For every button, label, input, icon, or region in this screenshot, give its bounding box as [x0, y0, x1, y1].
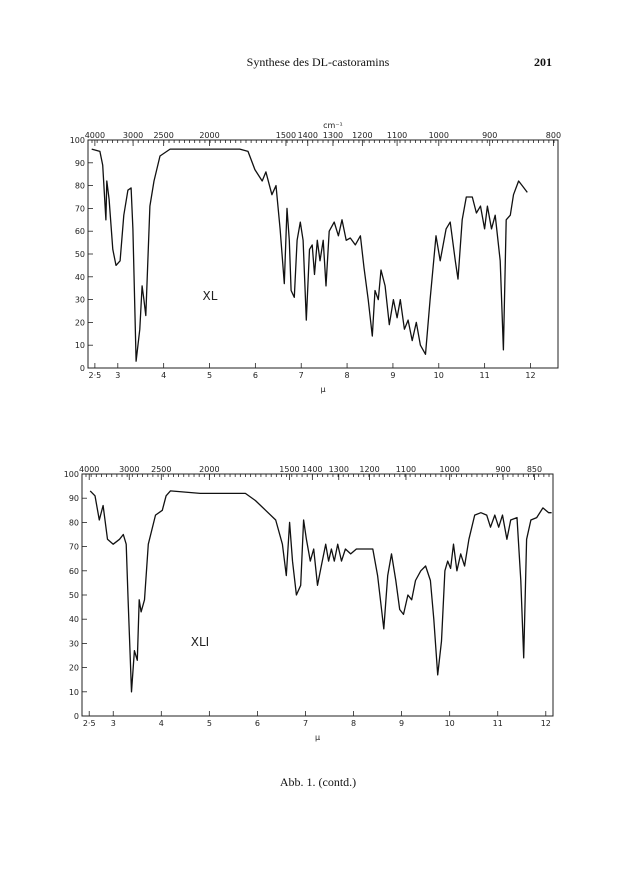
x2-tick-label: 1400 — [302, 465, 322, 474]
x-tick-label: 8 — [345, 371, 350, 380]
x-tick-label: 2·5 — [89, 371, 102, 380]
x-tick-label: 9 — [390, 371, 395, 380]
y-tick-label: 20 — [75, 318, 85, 327]
x-tick-label: 8 — [351, 719, 356, 728]
x2-tick-label: 1300 — [329, 465, 349, 474]
x-tick-label: 12 — [541, 719, 551, 728]
x2-tick-label: 2500 — [151, 465, 171, 474]
x2-tick-label: 3000 — [119, 465, 139, 474]
x-tick-label: 7 — [303, 719, 308, 728]
y-tick-label: 20 — [69, 664, 79, 673]
y-tick-label: 40 — [75, 273, 85, 282]
x2-tick-label: 1500 — [276, 131, 296, 140]
x2-tick-label: 1000 — [439, 465, 459, 474]
y-tick-label: 50 — [69, 591, 79, 600]
x-tick-label: 11 — [480, 371, 490, 380]
y-tick-label: 90 — [69, 494, 79, 503]
x-tick-label: 7 — [299, 371, 304, 380]
y-tick-label: 10 — [69, 688, 79, 697]
x2-tick-label: 1400 — [298, 131, 318, 140]
spectrum-line — [89, 490, 552, 693]
x2-tick-label: 4000 — [85, 131, 105, 140]
x2-tick-label: 900 — [482, 131, 497, 140]
x2-tick-label: 1200 — [359, 465, 379, 474]
x2-tick-label: 1500 — [279, 465, 299, 474]
y-tick-label: 80 — [75, 182, 85, 191]
y-tick-label: 10 — [75, 341, 85, 350]
y-tick-label: 30 — [69, 639, 79, 648]
y-tick-label: 100 — [70, 136, 85, 145]
x2-tick-label: 2500 — [153, 131, 173, 140]
y-tick-label: 40 — [69, 615, 79, 624]
y-tick-label: 60 — [75, 227, 85, 236]
x-tick-label: 4 — [159, 719, 164, 728]
x-tick-label: 10 — [434, 371, 444, 380]
x-tick-label: 12 — [525, 371, 535, 380]
x-axis-label: μ — [315, 733, 320, 742]
y-tick-label: 100 — [64, 470, 79, 479]
x2-tick-label: 1100 — [387, 131, 407, 140]
running-title: Synthese des DL-castoramins — [247, 55, 390, 69]
spectrum-line — [91, 148, 528, 362]
plot-frame — [81, 473, 554, 717]
x-tick-label: 9 — [399, 719, 404, 728]
y-tick-label: 70 — [75, 204, 85, 213]
x2-tick-label: 1000 — [429, 131, 449, 140]
x-tick-label: 3 — [111, 719, 116, 728]
x2-tick-label: 900 — [495, 465, 510, 474]
x-tick-label: 6 — [253, 371, 258, 380]
y-tick-label: 80 — [69, 518, 79, 527]
x2-tick-label: 2000 — [199, 131, 219, 140]
plot-frame — [87, 139, 559, 369]
y-tick-label: 70 — [69, 543, 79, 552]
x-tick-label: 5 — [207, 371, 212, 380]
y-tick-label: 30 — [75, 296, 85, 305]
x-axis-label: μ — [320, 385, 325, 394]
y-tick-label: 0 — [80, 364, 85, 373]
x2-tick-label: 2000 — [199, 465, 219, 474]
x2-tick-label: 3000 — [123, 131, 143, 140]
x-tick-label: 6 — [255, 719, 260, 728]
x-tick-label: 11 — [493, 719, 503, 728]
x2-tick-label: 1100 — [396, 465, 416, 474]
x2-tick-label: 4000 — [79, 465, 99, 474]
spectrum-label: XLI — [191, 635, 209, 649]
page-number: 201 — [534, 55, 552, 69]
y-tick-label: 60 — [69, 567, 79, 576]
x-tick-label: 4 — [161, 371, 166, 380]
x2-tick-label: 800 — [546, 131, 561, 140]
x2-tick-label: 1300 — [323, 131, 343, 140]
x2-tick-label: 850 — [527, 465, 542, 474]
x-tick-label: 5 — [207, 719, 212, 728]
x2-tick-label: 1200 — [352, 131, 372, 140]
x2-axis-label: cm⁻¹ — [323, 121, 343, 130]
figure-caption: Abb. 1. (contd.) — [280, 775, 356, 789]
y-tick-label: 0 — [74, 712, 79, 721]
y-tick-label: 50 — [75, 250, 85, 259]
spectrum-label: XL — [203, 289, 218, 303]
x-tick-label: 10 — [445, 719, 455, 728]
x-tick-label: 3 — [115, 371, 120, 380]
x-tick-label: 2·5 — [83, 719, 96, 728]
y-tick-label: 90 — [75, 159, 85, 168]
